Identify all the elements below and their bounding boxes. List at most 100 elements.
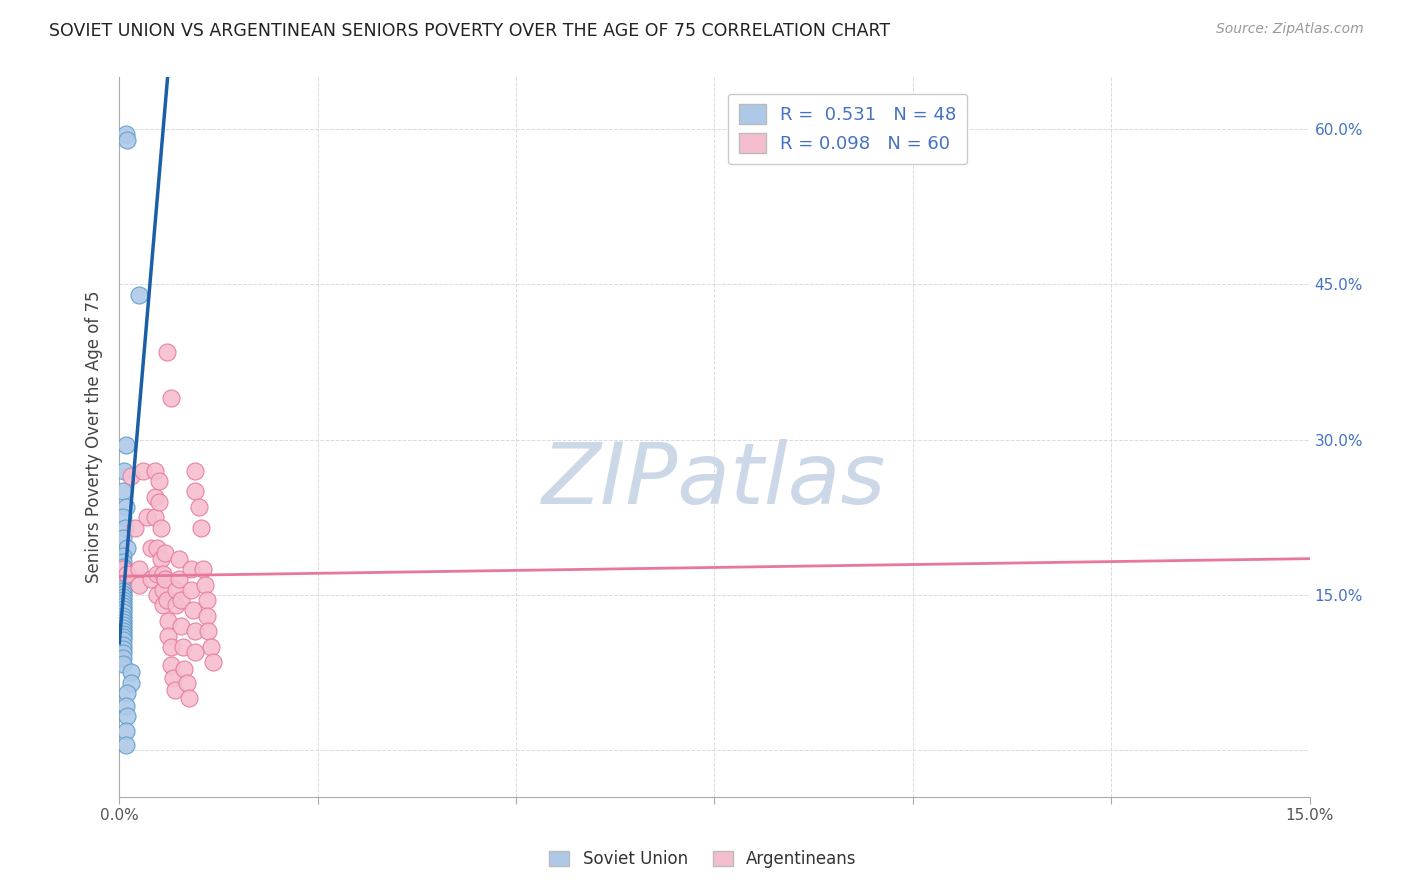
- Point: [115, 567, 138, 582]
- Point: [112, 633, 135, 648]
- Point: [190, 520, 212, 534]
- Point: [195, 608, 218, 623]
- Point: [201, 655, 224, 669]
- Point: [112, 627, 135, 641]
- Point: [160, 658, 183, 673]
- Legend: R =  0.531   N = 48, R = 0.098   N = 60: R = 0.531 N = 48, R = 0.098 N = 60: [728, 94, 967, 164]
- Point: [114, 698, 136, 713]
- Point: [112, 510, 135, 524]
- Point: [115, 541, 138, 556]
- Point: [112, 624, 135, 639]
- Point: [170, 619, 193, 633]
- Point: [148, 474, 170, 488]
- Y-axis label: Seniors Poverty Over the Age of 75: Seniors Poverty Over the Age of 75: [86, 291, 103, 583]
- Point: [114, 724, 136, 739]
- Point: [183, 624, 205, 639]
- Point: [112, 574, 135, 588]
- Point: [124, 520, 146, 534]
- Point: [194, 577, 217, 591]
- Point: [146, 588, 169, 602]
- Point: [112, 549, 135, 563]
- Point: [146, 541, 169, 556]
- Point: [167, 572, 190, 586]
- Point: [165, 599, 187, 613]
- Point: [143, 510, 166, 524]
- Point: [112, 555, 135, 569]
- Point: [114, 500, 136, 514]
- Point: [120, 468, 142, 483]
- Text: ZIPatlas: ZIPatlas: [543, 439, 887, 522]
- Point: [112, 560, 135, 574]
- Point: [149, 551, 172, 566]
- Point: [191, 562, 214, 576]
- Point: [162, 671, 184, 685]
- Point: [120, 676, 142, 690]
- Point: [156, 344, 179, 359]
- Point: [170, 593, 193, 607]
- Point: [183, 645, 205, 659]
- Point: [112, 599, 135, 614]
- Point: [112, 651, 135, 665]
- Point: [128, 562, 150, 576]
- Point: [112, 646, 135, 660]
- Point: [152, 567, 174, 582]
- Point: [195, 593, 218, 607]
- Point: [180, 582, 202, 597]
- Point: [120, 665, 142, 680]
- Point: [114, 438, 136, 452]
- Point: [183, 464, 205, 478]
- Point: [157, 614, 180, 628]
- Point: [176, 676, 198, 690]
- Point: [115, 686, 138, 700]
- Point: [132, 464, 155, 478]
- Point: [200, 640, 222, 654]
- Point: [115, 132, 138, 146]
- Point: [177, 691, 200, 706]
- Point: [112, 569, 135, 583]
- Point: [115, 709, 138, 723]
- Point: [112, 583, 135, 598]
- Point: [160, 640, 183, 654]
- Point: [112, 587, 135, 601]
- Point: [114, 738, 136, 752]
- Point: [136, 510, 159, 524]
- Point: [112, 615, 135, 629]
- Point: [112, 638, 135, 652]
- Point: [112, 581, 135, 595]
- Point: [112, 657, 135, 672]
- Point: [155, 572, 177, 586]
- Point: [172, 640, 194, 654]
- Point: [152, 582, 174, 597]
- Point: [163, 683, 186, 698]
- Text: Source: ZipAtlas.com: Source: ZipAtlas.com: [1216, 22, 1364, 37]
- Point: [112, 464, 135, 478]
- Point: [112, 484, 135, 499]
- Point: [139, 572, 162, 586]
- Point: [112, 606, 135, 620]
- Point: [146, 567, 169, 582]
- Point: [112, 596, 135, 610]
- Point: [112, 641, 135, 656]
- Point: [152, 599, 174, 613]
- Point: [112, 531, 135, 545]
- Point: [156, 593, 179, 607]
- Point: [112, 612, 135, 626]
- Point: [165, 582, 187, 597]
- Point: [112, 602, 135, 616]
- Point: [128, 577, 150, 591]
- Point: [181, 603, 204, 617]
- Point: [187, 500, 209, 514]
- Point: [112, 577, 135, 591]
- Legend: Soviet Union, Argentineans: Soviet Union, Argentineans: [543, 844, 863, 875]
- Point: [114, 520, 136, 534]
- Point: [143, 464, 166, 478]
- Point: [157, 629, 180, 643]
- Point: [112, 593, 135, 607]
- Point: [173, 662, 195, 676]
- Point: [112, 621, 135, 635]
- Point: [112, 590, 135, 604]
- Point: [180, 562, 202, 576]
- Point: [112, 618, 135, 632]
- Point: [112, 562, 135, 576]
- Point: [112, 630, 135, 644]
